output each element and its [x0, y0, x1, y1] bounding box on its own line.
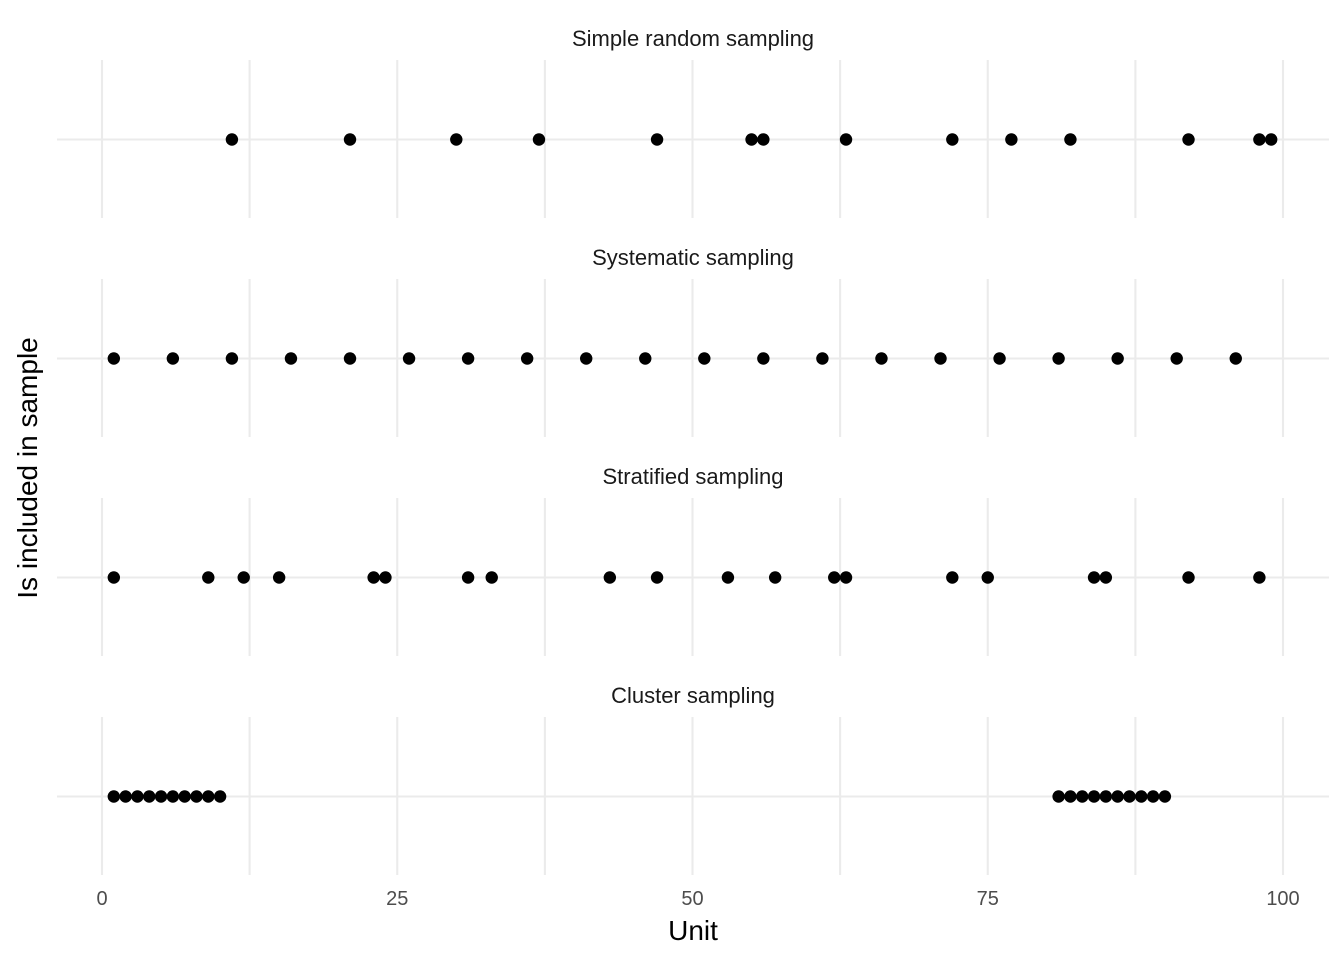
x-tick-label: 0 — [96, 888, 107, 910]
x-axis-ticks: 0 25 50 75 100 — [96, 888, 1299, 910]
data-point — [1229, 352, 1242, 365]
x-axis-title: Unit — [668, 915, 718, 946]
data-point — [225, 352, 239, 365]
data-point — [981, 571, 994, 584]
facet-panel: Systematic sampling — [107, 245, 1242, 365]
data-point — [178, 790, 191, 803]
data-point — [343, 352, 357, 365]
data-point — [875, 352, 888, 365]
data-point — [225, 133, 239, 146]
x-tick-label: 50 — [681, 888, 703, 910]
data-point — [402, 352, 416, 365]
data-point — [237, 571, 250, 584]
data-point — [768, 571, 782, 584]
data-point — [119, 790, 132, 803]
data-point — [1170, 352, 1183, 365]
data-point — [107, 571, 121, 584]
data-point — [485, 571, 498, 584]
data-point — [1111, 352, 1124, 365]
facet-panel: Cluster sampling — [107, 683, 1172, 803]
data-point — [213, 790, 227, 803]
data-point — [1135, 790, 1148, 803]
data-point — [1076, 790, 1089, 803]
x-tick-label: 100 — [1266, 888, 1299, 910]
data-point — [1264, 133, 1278, 146]
data-point — [757, 133, 770, 146]
data-point — [993, 352, 1006, 365]
data-point — [828, 571, 841, 584]
data-point — [1099, 571, 1113, 584]
data-point — [757, 352, 770, 365]
data-point — [839, 571, 853, 584]
data-point — [946, 133, 959, 146]
data-point — [1064, 133, 1077, 146]
data-point — [650, 571, 664, 584]
data-point — [1052, 352, 1065, 365]
data-point — [1182, 571, 1195, 584]
facet-panel: Simple random sampling — [225, 26, 1278, 146]
data-point — [202, 571, 215, 584]
data-point — [639, 352, 652, 365]
data-point — [745, 133, 758, 146]
data-point — [367, 571, 380, 584]
data-point — [1087, 790, 1101, 803]
data-point — [107, 790, 121, 803]
data-point — [1182, 133, 1195, 146]
data-point — [461, 571, 475, 584]
data-point — [379, 571, 392, 584]
data-point — [1146, 790, 1160, 803]
data-point — [1005, 133, 1018, 146]
data-point — [1158, 790, 1172, 803]
data-point — [166, 790, 180, 803]
data-point — [1111, 790, 1124, 803]
facet-panel: Stratified sampling — [107, 464, 1266, 584]
data-point — [603, 571, 617, 584]
x-tick-label: 25 — [386, 888, 408, 910]
data-point — [650, 133, 664, 146]
data-point — [450, 133, 463, 146]
data-point — [284, 352, 298, 365]
facet-title: Cluster sampling — [611, 683, 775, 708]
data-point — [1253, 133, 1266, 146]
data-point — [816, 352, 829, 365]
data-point — [202, 790, 215, 803]
x-tick-label: 75 — [977, 888, 999, 910]
facet-title: Simple random sampling — [572, 26, 814, 51]
facet-title: Stratified sampling — [603, 464, 784, 489]
data-point — [946, 571, 959, 584]
data-point — [166, 352, 180, 365]
data-point — [272, 571, 286, 584]
data-point — [580, 352, 593, 365]
data-point — [1123, 790, 1136, 803]
facet-layer: Simple random sampling Systematic samplin… — [107, 26, 1278, 803]
data-point — [721, 571, 735, 584]
data-point — [1087, 571, 1101, 584]
y-axis-title: Is included in sample — [12, 337, 43, 598]
data-point — [343, 133, 357, 146]
data-point — [934, 352, 947, 365]
data-point — [1052, 790, 1065, 803]
data-point — [698, 352, 711, 365]
data-point — [143, 790, 156, 803]
data-point — [131, 790, 144, 803]
grid-layer — [57, 60, 1329, 875]
data-point — [532, 133, 546, 146]
facet-title: Systematic sampling — [592, 245, 794, 270]
data-point — [1064, 790, 1077, 803]
data-point — [154, 790, 168, 803]
data-point — [461, 352, 475, 365]
data-point — [839, 133, 853, 146]
data-point — [107, 352, 121, 365]
data-point — [190, 790, 203, 803]
data-point — [520, 352, 534, 365]
data-point — [1253, 571, 1266, 584]
data-point — [1099, 790, 1113, 803]
